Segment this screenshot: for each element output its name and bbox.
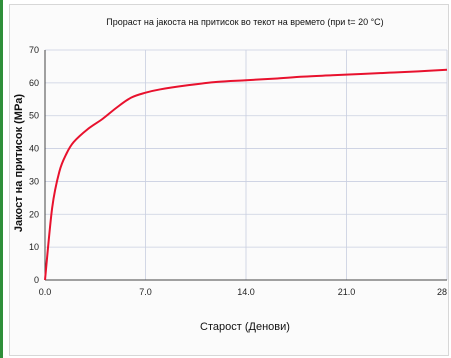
x-tick-label: 0.0 bbox=[39, 287, 52, 297]
y-tick-label: 50 bbox=[29, 111, 39, 121]
chart-panel bbox=[9, 4, 449, 356]
axes bbox=[44, 50, 447, 281]
y-tick-label: 70 bbox=[29, 45, 39, 55]
series-group bbox=[44, 68, 448, 281]
y-tick-label: 30 bbox=[29, 176, 39, 186]
x-tick-label: 21.0 bbox=[338, 287, 356, 297]
y-tick-label: 20 bbox=[29, 209, 39, 219]
y-tick-label: 10 bbox=[29, 242, 39, 252]
y-tick-label: 60 bbox=[29, 78, 39, 88]
x-tick-label: 28 bbox=[437, 287, 447, 297]
x-tick-label: 14.0 bbox=[237, 287, 255, 297]
x-tick-label: 7.0 bbox=[139, 287, 152, 297]
y-tick-label: 0 bbox=[34, 275, 39, 285]
y-tick-label: 40 bbox=[29, 144, 39, 154]
strength-curve bbox=[44, 68, 448, 281]
chart-title: Прораст на јакоста на притисок во текот … bbox=[106, 17, 383, 27]
grid bbox=[44, 49, 448, 281]
y-axis-label: Јакост на притисок (MPa) bbox=[13, 94, 25, 233]
x-axis-label: Старост (Денови) bbox=[200, 321, 290, 333]
tick-labels: 0 10 20 30 40 50 60 70 0.0 7.0 14.0 21.0 28 bbox=[29, 45, 447, 297]
